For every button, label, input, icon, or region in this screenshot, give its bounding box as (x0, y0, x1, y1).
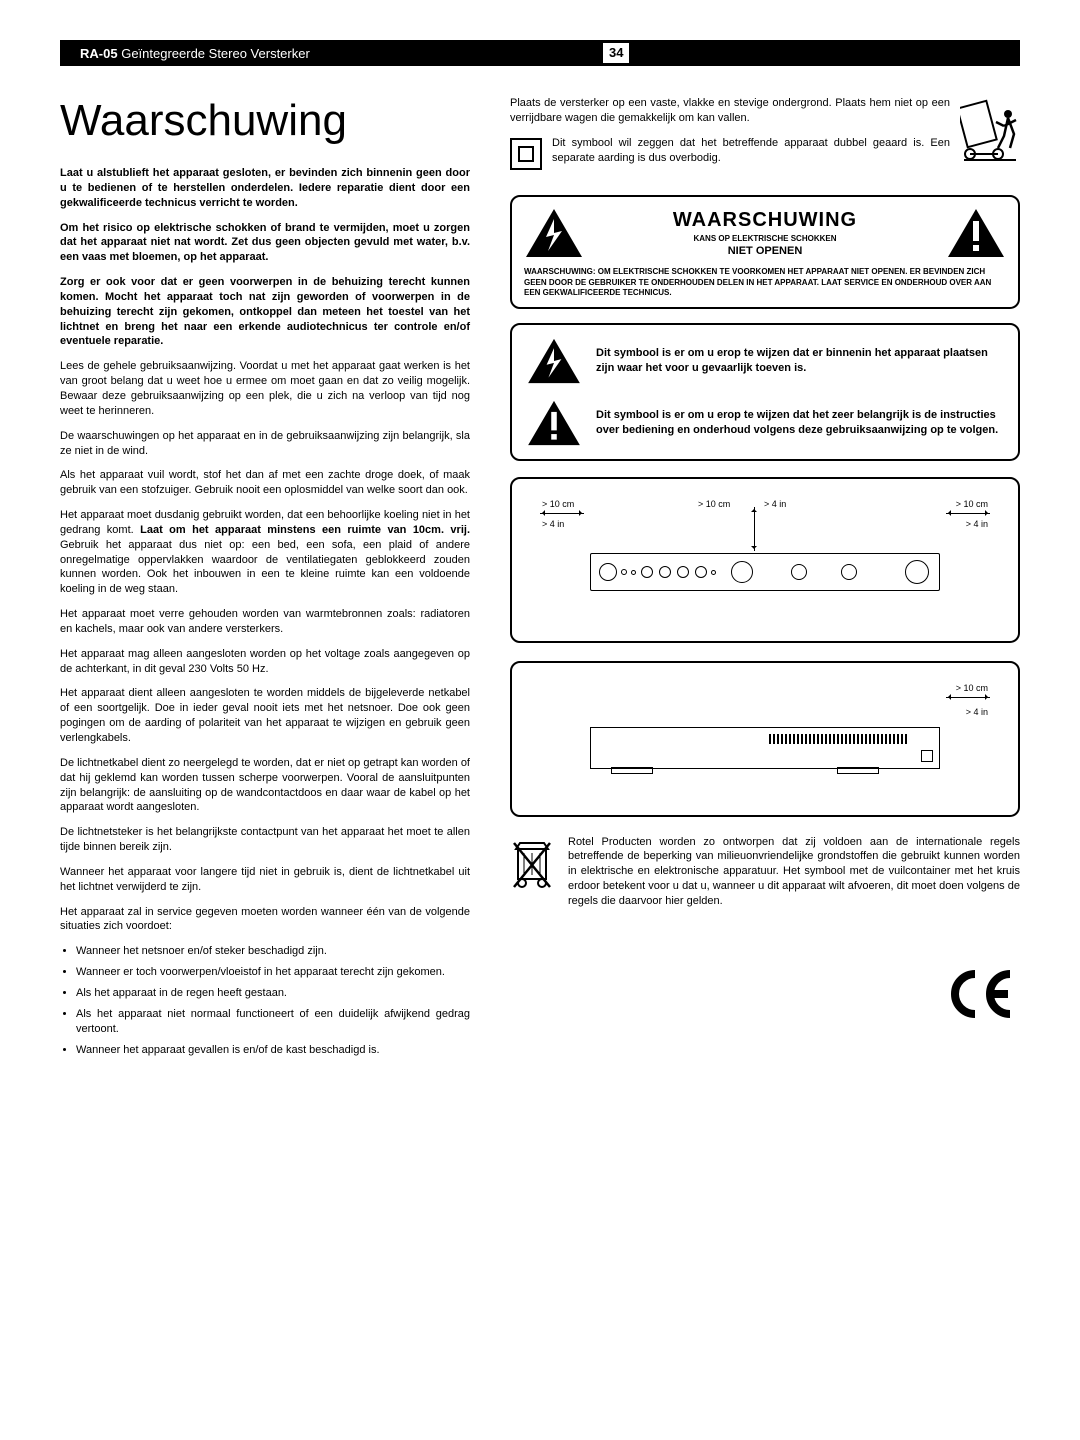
para-4: Lees de gehele gebruiksaanwijzing. Voord… (60, 359, 470, 418)
list-item: Wanneer het netsnoer en/of steker bescha… (76, 944, 470, 959)
exclamation-triangle-icon (946, 207, 1006, 259)
lightning-triangle-icon (526, 337, 582, 385)
list-item: Als het apparaat in de regen heeft gesta… (76, 986, 470, 1001)
header-bar: RA-05 Geïntegreerde Stereo Versterker 34 (60, 40, 1020, 66)
para-9: Het apparaat mag alleen aangesloten word… (60, 647, 470, 677)
para-11: De lichtnetkabel dient zo neergelegd te … (60, 756, 470, 815)
insulation-text: Dit symbool wil zeggen dat het betreffen… (552, 136, 950, 166)
amplifier-front-icon (590, 553, 940, 591)
para-6: Als het apparaat vuil wordt, stof het da… (60, 468, 470, 498)
lightning-triangle-icon (524, 207, 584, 259)
right-column: Plaats de versterker op een vaste, vlakk… (510, 96, 1020, 1063)
weee-section: Rotel Producten worden zo ontworpen dat … (510, 835, 1020, 909)
para-8: Het apparaat moet verre gehouden worden … (60, 607, 470, 637)
para-3: Zorg er ook voor dat er geen voorwerpen … (60, 275, 470, 349)
symbol2-text: Dit symbool is er om u erop te wijzen da… (596, 408, 1004, 438)
para-13: Wanneer het apparaat voor langere tijd n… (60, 865, 470, 895)
warning-title: WAARSCHUWING (592, 209, 938, 232)
model: RA-05 (80, 46, 118, 61)
para-7: Het apparaat moet dusdanig gebruikt word… (60, 508, 470, 597)
left-column: Waarschuwing Laat u alstublieft het appa… (60, 96, 470, 1063)
page-number: 34 (600, 40, 632, 66)
exclamation-triangle-icon (526, 399, 582, 447)
service-list: Wanneer het netsnoer en/of steker bescha… (60, 944, 470, 1057)
para-1: Laat u alstublieft het apparaat gesloten… (60, 166, 470, 211)
page-title: Waarschuwing (60, 96, 470, 146)
list-item: Wanneer het apparaat gevallen is en/of d… (76, 1043, 470, 1058)
warning-box: WAARSCHUWING KANS OP ELEKTRISCHE SCHOKKE… (510, 195, 1020, 308)
warning-sub2: NIET OPENEN (592, 245, 938, 257)
placement-text: Plaats de versterker op een vaste, vlakk… (510, 96, 950, 126)
amplifier-top-icon (590, 727, 940, 769)
ce-mark-icon (510, 969, 1020, 1032)
warning-sub1: KANS OP ELEKTRISCHE SCHOKKEN (592, 234, 938, 243)
clearance-top-diagram: > 10 cm > 4 in (510, 661, 1020, 817)
para-5: De waarschuwingen op het apparaat en in … (60, 429, 470, 459)
para-2: Om het risico op elektrische schokken of… (60, 221, 470, 266)
list-item: Wanneer er toch voorwerpen/vloeistof in … (76, 965, 470, 980)
double-insulation-icon (510, 138, 542, 170)
tipping-cart-icon (960, 96, 1020, 166)
list-item: Als het apparaat niet normaal functionee… (76, 1007, 470, 1037)
para-12: De lichtnetsteker is het belangrijkste c… (60, 825, 470, 855)
symbol-explanations: Dit symbool is er om u erop te wijzen da… (510, 323, 1020, 461)
weee-bin-icon (510, 839, 554, 893)
para-10: Het apparaat dient alleen aangesloten te… (60, 686, 470, 745)
clearance-front-diagram: > 10 cm > 4 in > 10 cm > 4 in > 10 cm > … (510, 477, 1020, 643)
header-title: RA-05 Geïntegreerde Stereo Versterker (60, 46, 600, 61)
subtitle: Geïntegreerde Stereo Versterker (121, 46, 310, 61)
symbol1-text: Dit symbool is er om u erop te wijzen da… (596, 346, 1004, 376)
para-14: Het apparaat zal in service gegeven moet… (60, 905, 470, 935)
warning-text: WAARSCHUWING: OM ELEKTRISCHE SCHOKKEN TE… (524, 267, 1006, 298)
weee-text: Rotel Producten worden zo ontworpen dat … (568, 835, 1020, 909)
